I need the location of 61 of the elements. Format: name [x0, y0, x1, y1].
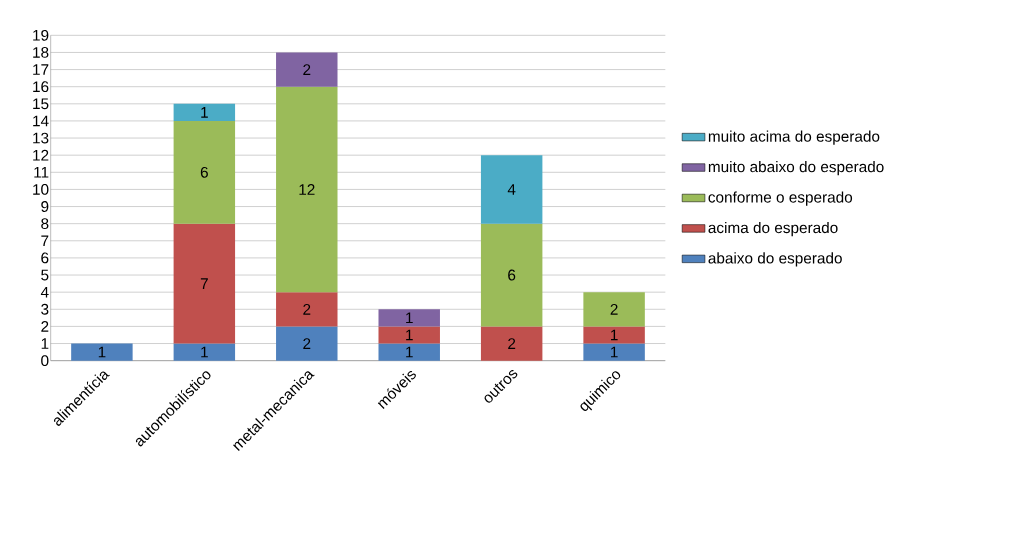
- y-tick-label: 17: [33, 64, 49, 75]
- data-label: 1: [98, 346, 106, 358]
- bar: [276, 292, 338, 327]
- bar: [276, 52, 338, 87]
- y-tick-label: 18: [33, 47, 49, 58]
- data-label: 7: [200, 278, 208, 289]
- legend-label: abaixo do esperado: [708, 252, 842, 267]
- bar: [378, 326, 440, 344]
- bar: [173, 223, 236, 344]
- y-tick-label: 4: [40, 286, 49, 298]
- data-label: 1: [406, 329, 413, 341]
- bar: [583, 326, 645, 344]
- y-tick-label: 11: [34, 167, 49, 178]
- y-tick-label: 12: [33, 149, 49, 161]
- y-tick-label: 13: [33, 132, 49, 144]
- y-tick-label: 9: [41, 201, 49, 212]
- data-label: 2: [610, 303, 618, 315]
- bar: [71, 343, 133, 361]
- data-label: 2: [303, 338, 311, 349]
- bar: [480, 155, 543, 224]
- data-label: 1: [611, 329, 618, 341]
- data-label: 1: [406, 346, 413, 358]
- bar: [173, 120, 236, 224]
- y-tick-label: 7: [41, 235, 49, 247]
- y-tick-label: 16: [33, 81, 49, 93]
- y-tick-label: 6: [41, 252, 49, 264]
- bar: [276, 326, 338, 361]
- data-label: 12: [299, 184, 315, 195]
- legend-label: muito abaixo do esperado: [708, 161, 884, 176]
- data-label: 2: [303, 303, 311, 315]
- legend-label: acima do esperado: [708, 221, 838, 237]
- y-tick-label: 2: [41, 321, 49, 332]
- data-label: 1: [201, 107, 208, 118]
- data-label: 2: [303, 64, 311, 75]
- bar: [173, 103, 236, 121]
- bar: [378, 343, 440, 361]
- data-label: 1: [201, 346, 208, 358]
- data-label: 4: [507, 184, 516, 195]
- y-tick-label: 15: [33, 98, 49, 110]
- data-label: 1: [611, 346, 618, 358]
- bar: [276, 86, 338, 293]
- y-tick-label: 10: [33, 184, 49, 195]
- bar: [480, 223, 543, 327]
- y-tick-label: 8: [41, 218, 49, 230]
- data-label: 2: [508, 338, 516, 349]
- y-tick-label: 19: [33, 29, 49, 41]
- bar: [583, 292, 645, 327]
- y-tick-label: 14: [33, 115, 49, 127]
- data-label: 6: [508, 269, 516, 281]
- legend-label: conforme o esperado: [708, 191, 853, 206]
- y-tick-label: 3: [41, 303, 49, 315]
- y-tick-label: 5: [41, 269, 49, 281]
- y-tick-label: 0: [41, 355, 49, 367]
- bar: [583, 343, 645, 361]
- y-tick-label: 1: [41, 338, 49, 349]
- bar: [378, 309, 440, 327]
- bar: [173, 343, 236, 361]
- bar: [480, 326, 543, 361]
- legend-label: muito acima do esperado: [708, 130, 880, 145]
- data-label: 1: [406, 312, 413, 324]
- data-label: 6: [200, 166, 208, 178]
